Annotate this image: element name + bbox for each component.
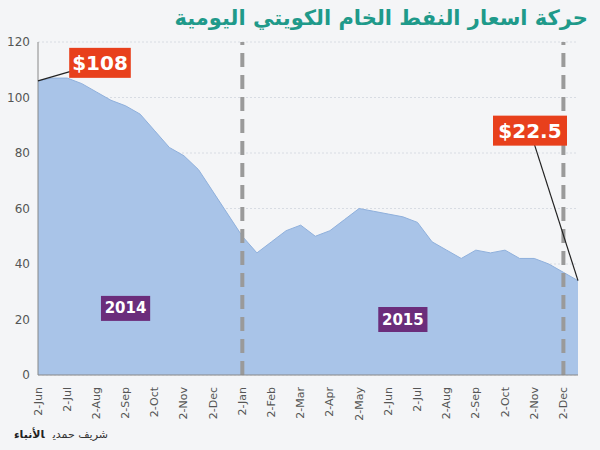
svg-text:2-Dec: 2-Dec xyxy=(207,387,220,419)
svg-text:2-Oct: 2-Oct xyxy=(148,386,161,417)
html-text:الأنباء: الأنباء xyxy=(14,428,45,441)
svg-text:80: 80 xyxy=(15,146,30,160)
svg-text:120: 120 xyxy=(7,35,30,49)
svg-text:2-Sep: 2-Sep xyxy=(469,387,482,419)
svg-text:2-Jan: 2-Jan xyxy=(236,387,249,416)
svg-text:$108: $108 xyxy=(72,51,128,75)
html-text:حركة اسعار النفط الخام الكويتي: حركة اسعار النفط الخام الكويتي اليومية xyxy=(174,6,588,30)
svg-text:2-Nov: 2-Nov xyxy=(177,387,190,420)
svg-text:2-Sep: 2-Sep xyxy=(119,387,132,419)
svg-text:2-Aug: 2-Aug xyxy=(440,387,453,419)
svg-text:40: 40 xyxy=(15,257,30,271)
svg-text:100: 100 xyxy=(7,91,30,105)
svg-text:2-Oct: 2-Oct xyxy=(499,386,512,417)
svg-text:2015: 2015 xyxy=(382,311,424,329)
svg-text:2-Jun: 2-Jun xyxy=(382,387,395,416)
svg-text:2-Jun: 2-Jun xyxy=(32,387,45,416)
svg-text:60: 60 xyxy=(15,202,30,216)
svg-text:2-May: 2-May xyxy=(353,387,366,421)
svg-text:2-Apr: 2-Apr xyxy=(323,387,336,417)
svg-text:$22.5: $22.5 xyxy=(498,119,561,143)
svg-text:2-Feb: 2-Feb xyxy=(265,387,278,417)
svg-text:0: 0 xyxy=(22,368,30,382)
svg-text:2-Jul: 2-Jul xyxy=(411,387,424,412)
html-text:شريف حمدي: شريف حمدي xyxy=(52,428,108,441)
svg-text:2-Jul: 2-Jul xyxy=(61,387,74,412)
svg-text:2-Dec: 2-Dec xyxy=(557,387,570,419)
svg-text:20: 20 xyxy=(15,313,30,327)
svg-text:2-Aug: 2-Aug xyxy=(90,387,103,419)
svg-text:2-Mar: 2-Mar xyxy=(294,387,307,419)
svg-text:2014: 2014 xyxy=(105,299,147,317)
svg-text:2-Nov: 2-Nov xyxy=(528,387,541,420)
